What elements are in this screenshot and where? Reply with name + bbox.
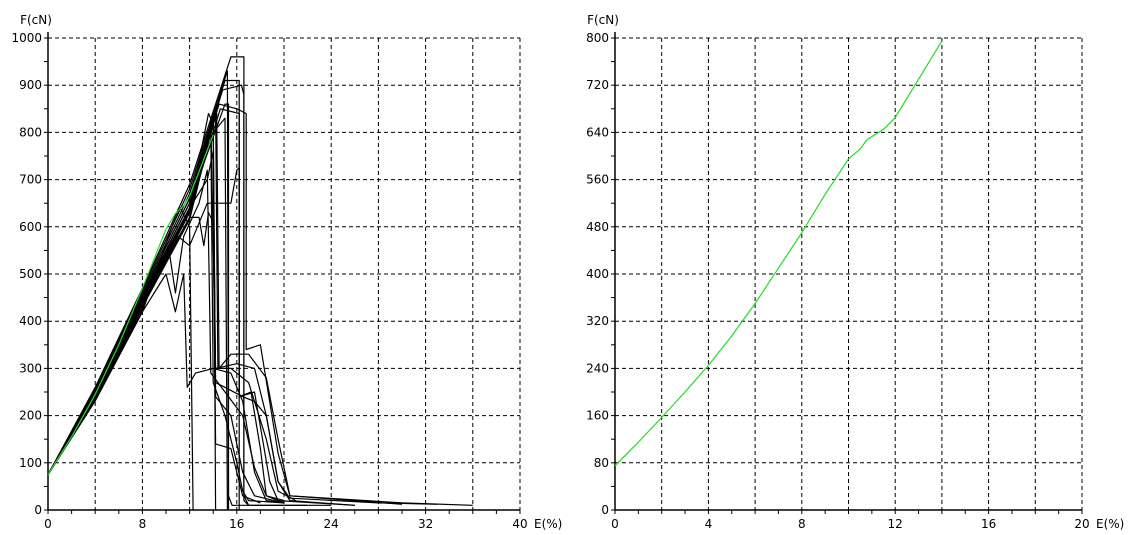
y-tick-label: 0 (34, 503, 42, 517)
y-tick-label: 100 (19, 456, 42, 470)
x-axis-label: E(%) (1096, 517, 1124, 531)
black-series-line (47, 131, 285, 504)
x-tick-label: 24 (324, 517, 339, 531)
y-tick-label: 480 (586, 220, 609, 234)
black-series-line (47, 115, 285, 504)
x-tick-label: 8 (798, 517, 806, 531)
left-chart: 0 8 16 24 32 40010020030040050060070080090010… (11, 13, 562, 531)
y-tick-label: 0 (601, 503, 609, 517)
y-tick-label: 400 (19, 314, 42, 328)
x-tick-label: 16 (981, 517, 996, 531)
y-tick-label: 240 (586, 361, 609, 375)
x-tick-label: 0 (611, 517, 619, 531)
x-tick-label: 8 (139, 517, 147, 531)
x-tick-label: 0 (44, 517, 52, 531)
y-tick-label: 900 (19, 78, 42, 92)
x-tick-label: 16 (229, 517, 244, 531)
green-series-line (47, 134, 214, 475)
y-tick-label: 800 (586, 31, 609, 45)
y-tick-label: 300 (19, 361, 42, 375)
black-series-line (47, 169, 285, 502)
x-tick-label: 12 (888, 517, 903, 531)
y-tick-label: 640 (586, 125, 609, 139)
y-tick-label: 700 (19, 173, 42, 187)
y-tick-label: 400 (586, 267, 609, 281)
black-series-line (47, 56, 332, 506)
y-axis-label: F(cN) (587, 13, 619, 27)
black-series-line (47, 273, 285, 504)
black-series-line (47, 167, 285, 504)
black-series-line (47, 108, 297, 502)
y-tick-label: 800 (19, 125, 42, 139)
y-tick-label: 560 (586, 173, 609, 187)
x-tick-label: 4 (705, 517, 713, 531)
y-tick-label: 720 (586, 78, 609, 92)
y-tick-label: 160 (586, 409, 609, 423)
x-tick-label: 20 (1074, 517, 1089, 531)
y-tick-label: 600 (19, 220, 42, 234)
black-series-line (47, 84, 250, 506)
y-tick-label: 1000 (11, 31, 42, 45)
y-tick-label: 80 (594, 456, 609, 470)
x-axis-label: E(%) (534, 517, 562, 531)
black-series-line (47, 112, 438, 505)
x-tick-label: 32 (418, 517, 433, 531)
black-series-line (47, 79, 355, 506)
y-tick-label: 200 (19, 409, 42, 423)
y-tick-label: 320 (586, 314, 609, 328)
right-chart: 0 4 8 12 16 20 0 80 160 240 320 400 480 560 640 720 800 F… (586, 13, 1124, 531)
black-series-line (47, 212, 261, 504)
x-tick-label: 40 (512, 517, 527, 531)
green-series-line (614, 40, 943, 467)
y-axis-label: F(cN) (20, 13, 52, 27)
black-series-line (47, 70, 308, 506)
y-tick-label: 500 (19, 267, 42, 281)
black-series-line (47, 150, 355, 506)
